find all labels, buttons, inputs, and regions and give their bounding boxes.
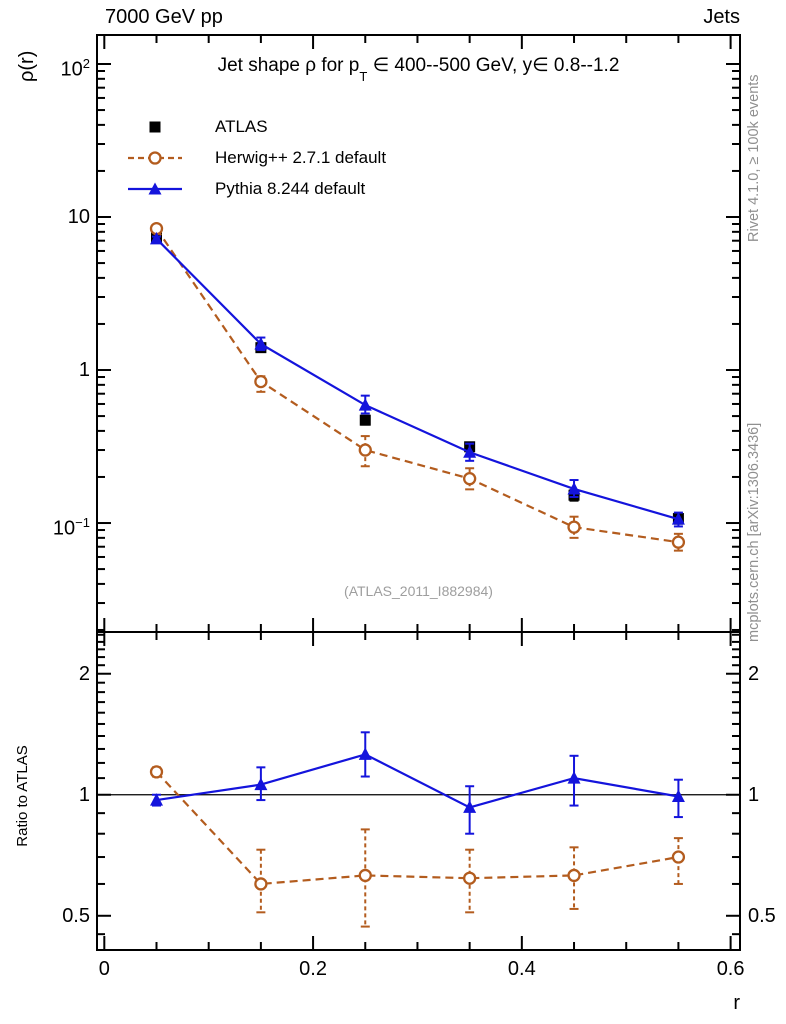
main-y-tick-label: 10	[67, 206, 90, 228]
mcplots-arxiv-note: mcplots.cern.ch [arXiv:1306.3436]	[746, 422, 762, 642]
x-tick-label: 0.4	[507, 958, 536, 980]
legend-item: Pythia 8.244 default	[126, 173, 386, 204]
legend: ATLAS Herwig++ 2.7.1 default Pythia 8.244 …	[126, 111, 386, 204]
legend-label: Pythia 8.244 default	[215, 178, 366, 198]
main-y-tick-label: 10−1	[52, 515, 90, 540]
ratio-y-tick-label-right: 1	[748, 783, 760, 806]
rivet-version-note: Rivet 4.1.0, ≥ 100k events	[746, 74, 762, 242]
plot-title-subscript: T	[359, 68, 368, 84]
main-y-tick-label: 102	[60, 55, 90, 81]
x-tick-label: 0	[98, 958, 110, 980]
plot-title-prefix: Jet shape ρ for p	[217, 55, 360, 76]
beam-label: 7000 GeV pp	[105, 6, 223, 28]
x-axis-label: r	[733, 992, 740, 1014]
ratio-y-tick-label-right: 2	[748, 662, 760, 685]
process-label: Jets	[703, 6, 740, 28]
legend-swatch-marker-square	[149, 121, 161, 132]
x-tick-label: 0.6	[716, 958, 745, 980]
analysis-watermark: (ATLAS_2011_I882984)	[344, 583, 493, 599]
plot-title: Jet shape ρ for pT ∈ 400--500 GeV, y∈ 0.…	[97, 54, 740, 84]
legend-label: Herwig++ 2.7.1 default	[215, 147, 387, 167]
ratio-y-tick-label-left: 2	[78, 662, 90, 685]
legend-label: ATLAS	[215, 116, 268, 136]
ratio-y-tick-label-right: 0.5	[748, 904, 776, 927]
legend-swatch-line-triangle	[128, 182, 182, 194]
legend-item: ATLAS	[126, 111, 386, 142]
x-tick-label: 0.2	[299, 958, 327, 980]
plot-title-suffix: ∈ 400--500 GeV, y∈ 0.8--1.2	[367, 55, 620, 76]
legend-swatch-dashed-circle	[128, 150, 182, 165]
ratio-y-tick-label-left: 1	[78, 783, 90, 806]
ratio-y-tick-label-left: 0.5	[62, 904, 90, 927]
main-y-tick-label: 1	[78, 359, 90, 381]
legend-item: Herwig++ 2.7.1 default	[126, 142, 386, 173]
